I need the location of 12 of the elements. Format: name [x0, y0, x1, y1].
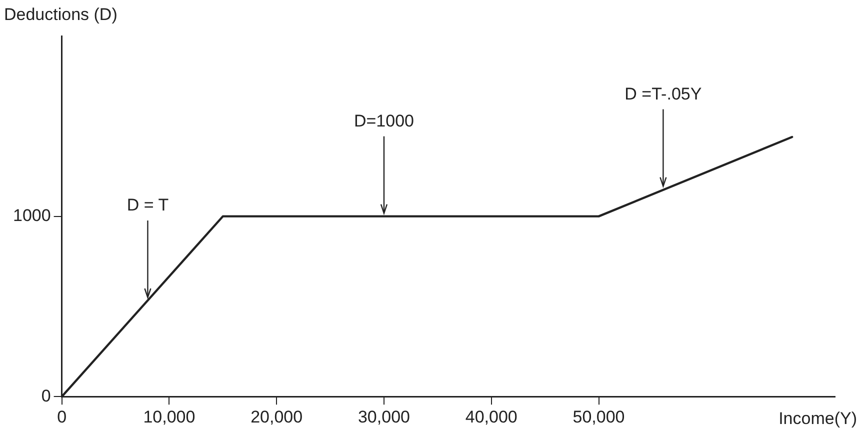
x-tick-label: 0 — [57, 407, 67, 426]
annotation: D = T — [126, 196, 169, 215]
x-tick-label: 50,000 — [572, 407, 625, 426]
y-axis-title: Deductions (D) — [4, 5, 118, 24]
x-tick-label: 20,000 — [250, 407, 303, 426]
x-tick-label: 40,000 — [465, 407, 518, 426]
annotation: D=1000 — [354, 111, 414, 130]
annotation: D =T-.05Y — [624, 84, 702, 104]
x-tick-label: 30,000 — [358, 407, 410, 426]
x-axis-title: Income(Y) — [778, 409, 857, 428]
y-tick-label: 1000 — [12, 206, 51, 225]
x-tick-label: 10,000 — [143, 407, 196, 426]
